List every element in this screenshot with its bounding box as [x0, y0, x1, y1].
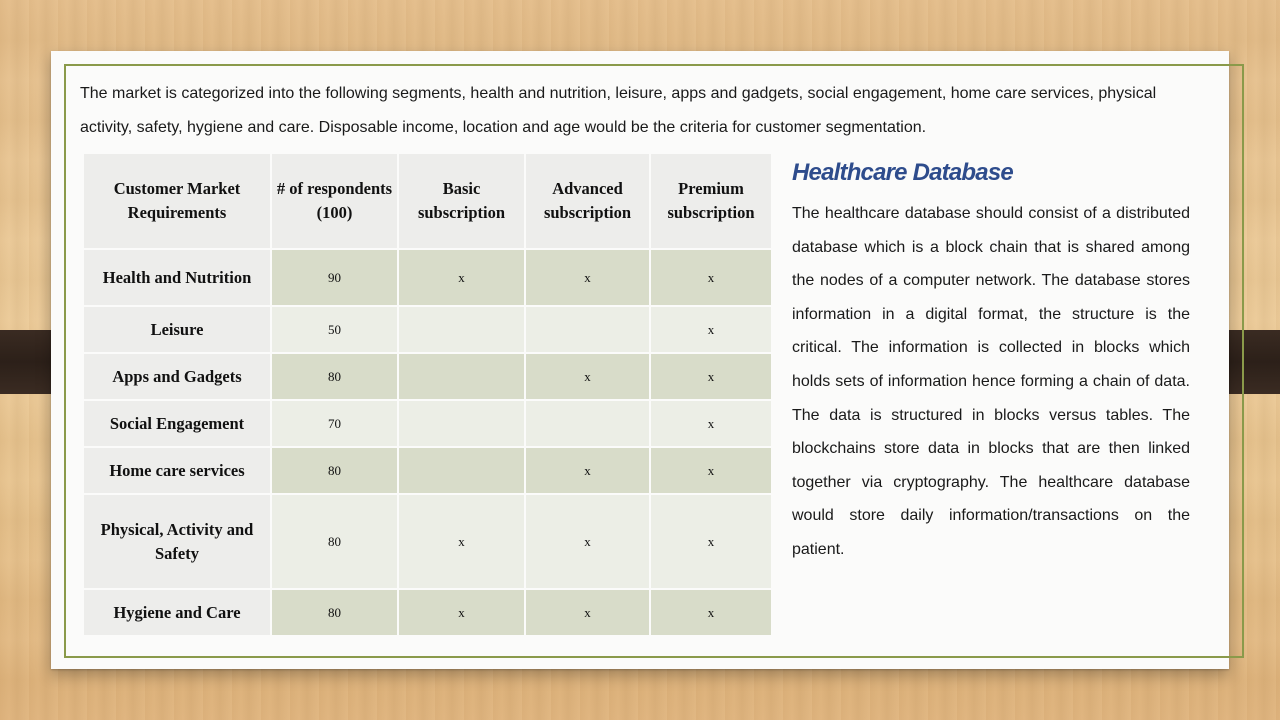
- header-basic: Basic subscription: [399, 154, 524, 248]
- row-premium: x: [651, 590, 771, 635]
- row-advanced: x: [526, 250, 649, 305]
- row-respondents: 90: [272, 250, 397, 305]
- row-basic: x: [399, 590, 524, 635]
- row-basic: x: [399, 250, 524, 305]
- row-respondents: 80: [272, 495, 397, 588]
- row-requirement: Hygiene and Care: [84, 590, 270, 635]
- slide-paper: The market is categorized into the follo…: [51, 51, 1244, 669]
- table-row: Physical, Activity and Safety 80 x x x: [84, 495, 771, 588]
- table-row: Social Engagement 70 x: [84, 401, 771, 446]
- row-premium: x: [651, 401, 771, 446]
- table-header-row: Customer Market Requirements # of respon…: [84, 154, 771, 248]
- row-advanced: x: [526, 495, 649, 588]
- row-basic: [399, 354, 524, 399]
- row-respondents: 80: [272, 590, 397, 635]
- row-advanced: [526, 401, 649, 446]
- table-row: Apps and Gadgets 80 x x: [84, 354, 771, 399]
- row-respondents: 80: [272, 354, 397, 399]
- row-advanced: x: [526, 590, 649, 635]
- row-requirement: Home care services: [84, 448, 270, 493]
- row-requirement: Social Engagement: [84, 401, 270, 446]
- row-basic: [399, 307, 524, 352]
- row-requirement: Apps and Gadgets: [84, 354, 270, 399]
- row-advanced: x: [526, 448, 649, 493]
- table-row: Home care services 80 x x: [84, 448, 771, 493]
- row-advanced: [526, 307, 649, 352]
- row-advanced: x: [526, 354, 649, 399]
- requirements-table: Customer Market Requirements # of respon…: [82, 152, 773, 637]
- healthcare-database-body: The healthcare database should consist o…: [792, 205, 1190, 558]
- slide-frame: [64, 64, 1244, 658]
- row-basic: [399, 401, 524, 446]
- row-premium: x: [651, 448, 771, 493]
- healthcare-database-title: Healthcare Database: [792, 159, 1014, 186]
- row-requirement: Health and Nutrition: [84, 250, 270, 305]
- row-requirement: Physical, Activity and Safety: [84, 495, 270, 588]
- header-requirements: Customer Market Requirements: [84, 154, 270, 248]
- row-basic: [399, 448, 524, 493]
- table-row: Hygiene and Care 80 x x x: [84, 590, 771, 635]
- row-premium: x: [651, 495, 771, 588]
- intro-paragraph: The market is categorized into the follo…: [80, 85, 1157, 136]
- header-advanced: Advanced subscription: [526, 154, 649, 248]
- row-respondents: 70: [272, 401, 397, 446]
- table-row: Leisure 50 x: [84, 307, 771, 352]
- table-row: Health and Nutrition 90 x x x: [84, 250, 771, 305]
- row-respondents: 80: [272, 448, 397, 493]
- row-premium: x: [651, 250, 771, 305]
- row-premium: x: [651, 354, 771, 399]
- header-premium: Premium subscription: [651, 154, 771, 248]
- row-requirement: Leisure: [84, 307, 270, 352]
- row-premium: x: [651, 307, 771, 352]
- row-respondents: 50: [272, 307, 397, 352]
- row-basic: x: [399, 495, 524, 588]
- header-respondents: # of respondents (100): [272, 154, 397, 248]
